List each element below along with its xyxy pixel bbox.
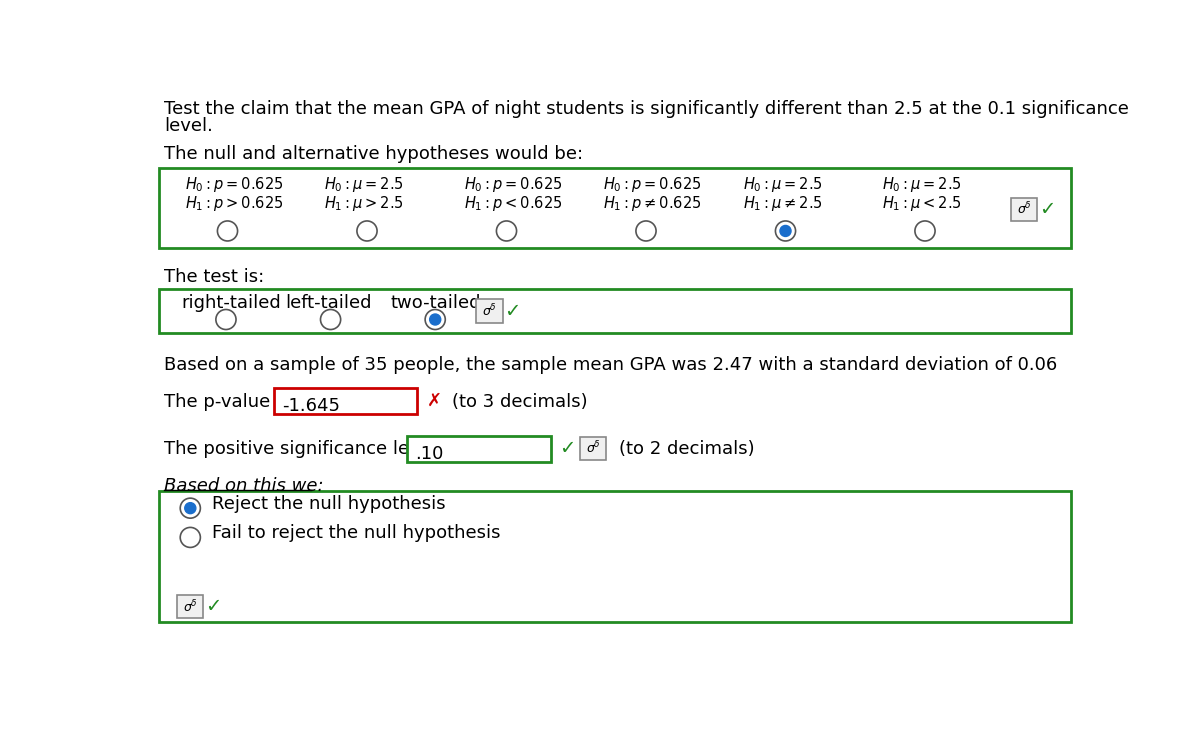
Text: two-tailed: two-tailed xyxy=(390,294,481,312)
Text: The p-value is:: The p-value is: xyxy=(164,393,296,411)
Text: $H_0 : p = 0.625$: $H_0 : p = 0.625$ xyxy=(185,175,283,193)
FancyBboxPatch shape xyxy=(160,289,1070,333)
FancyBboxPatch shape xyxy=(274,388,418,414)
Text: .10: .10 xyxy=(415,445,444,463)
Text: (to 3 decimals): (to 3 decimals) xyxy=(452,393,588,411)
Text: ✗: ✗ xyxy=(427,391,442,409)
Text: $\sigma^{\!\delta}$: $\sigma^{\!\delta}$ xyxy=(1018,201,1031,218)
Circle shape xyxy=(185,503,196,513)
FancyBboxPatch shape xyxy=(1012,198,1037,221)
Text: $H_0 : \mu = 2.5$: $H_0 : \mu = 2.5$ xyxy=(743,175,823,193)
Text: $H_1 : p < 0.625$: $H_1 : p < 0.625$ xyxy=(464,194,563,213)
FancyBboxPatch shape xyxy=(476,300,503,323)
Text: $H_1 : \mu < 2.5$: $H_1 : \mu < 2.5$ xyxy=(882,194,962,213)
Text: right-tailed: right-tailed xyxy=(181,294,281,312)
Text: left-tailed: left-tailed xyxy=(286,294,372,312)
FancyBboxPatch shape xyxy=(407,436,551,462)
FancyBboxPatch shape xyxy=(160,491,1070,622)
Text: $H_0 : \mu = 2.5$: $H_0 : \mu = 2.5$ xyxy=(324,175,404,193)
Circle shape xyxy=(430,314,440,325)
Text: The test is:: The test is: xyxy=(164,268,264,286)
Text: $H_0 : p = 0.625$: $H_0 : p = 0.625$ xyxy=(604,175,702,193)
Text: level.: level. xyxy=(164,117,212,135)
Text: $\sigma^{\!\delta}$: $\sigma^{\!\delta}$ xyxy=(482,303,497,319)
Text: (to 2 decimals): (to 2 decimals) xyxy=(619,440,755,458)
Text: Based on a sample of 35 people, the sample mean GPA was 2.47 with a standard dev: Based on a sample of 35 people, the samp… xyxy=(164,356,1057,373)
FancyBboxPatch shape xyxy=(580,437,606,460)
FancyBboxPatch shape xyxy=(178,595,204,618)
Circle shape xyxy=(780,225,791,237)
Text: ✓: ✓ xyxy=(559,439,576,458)
Text: $H_1 : p > 0.625$: $H_1 : p > 0.625$ xyxy=(185,194,283,213)
Text: Based on this we:: Based on this we: xyxy=(164,478,324,496)
Text: Test the claim that the mean GPA of night students is significantly different th: Test the claim that the mean GPA of nigh… xyxy=(164,100,1129,118)
Text: $H_0 : \mu = 2.5$: $H_0 : \mu = 2.5$ xyxy=(882,175,962,193)
Text: ✓: ✓ xyxy=(504,301,521,321)
Text: Reject the null hypothesis: Reject the null hypothesis xyxy=(212,495,445,513)
Text: $\sigma^{\!\delta}$: $\sigma^{\!\delta}$ xyxy=(184,598,197,615)
Text: $H_1 : \mu \neq 2.5$: $H_1 : \mu \neq 2.5$ xyxy=(743,194,823,213)
Text: ✓: ✓ xyxy=(1039,200,1056,219)
FancyBboxPatch shape xyxy=(160,168,1070,248)
Text: The positive significance level is:: The positive significance level is: xyxy=(164,440,462,458)
Text: $H_1 : \mu > 2.5$: $H_1 : \mu > 2.5$ xyxy=(324,194,404,213)
Text: -1.645: -1.645 xyxy=(282,397,340,415)
Text: ✓: ✓ xyxy=(205,597,222,616)
Text: Fail to reject the null hypothesis: Fail to reject the null hypothesis xyxy=(212,524,500,542)
Text: $\sigma^{\!\delta}$: $\sigma^{\!\delta}$ xyxy=(587,440,600,456)
Text: The null and alternative hypotheses would be:: The null and alternative hypotheses woul… xyxy=(164,145,583,163)
Text: $H_0 : p = 0.625$: $H_0 : p = 0.625$ xyxy=(464,175,563,193)
Text: $H_1 : p \neq 0.625$: $H_1 : p \neq 0.625$ xyxy=(604,194,702,213)
